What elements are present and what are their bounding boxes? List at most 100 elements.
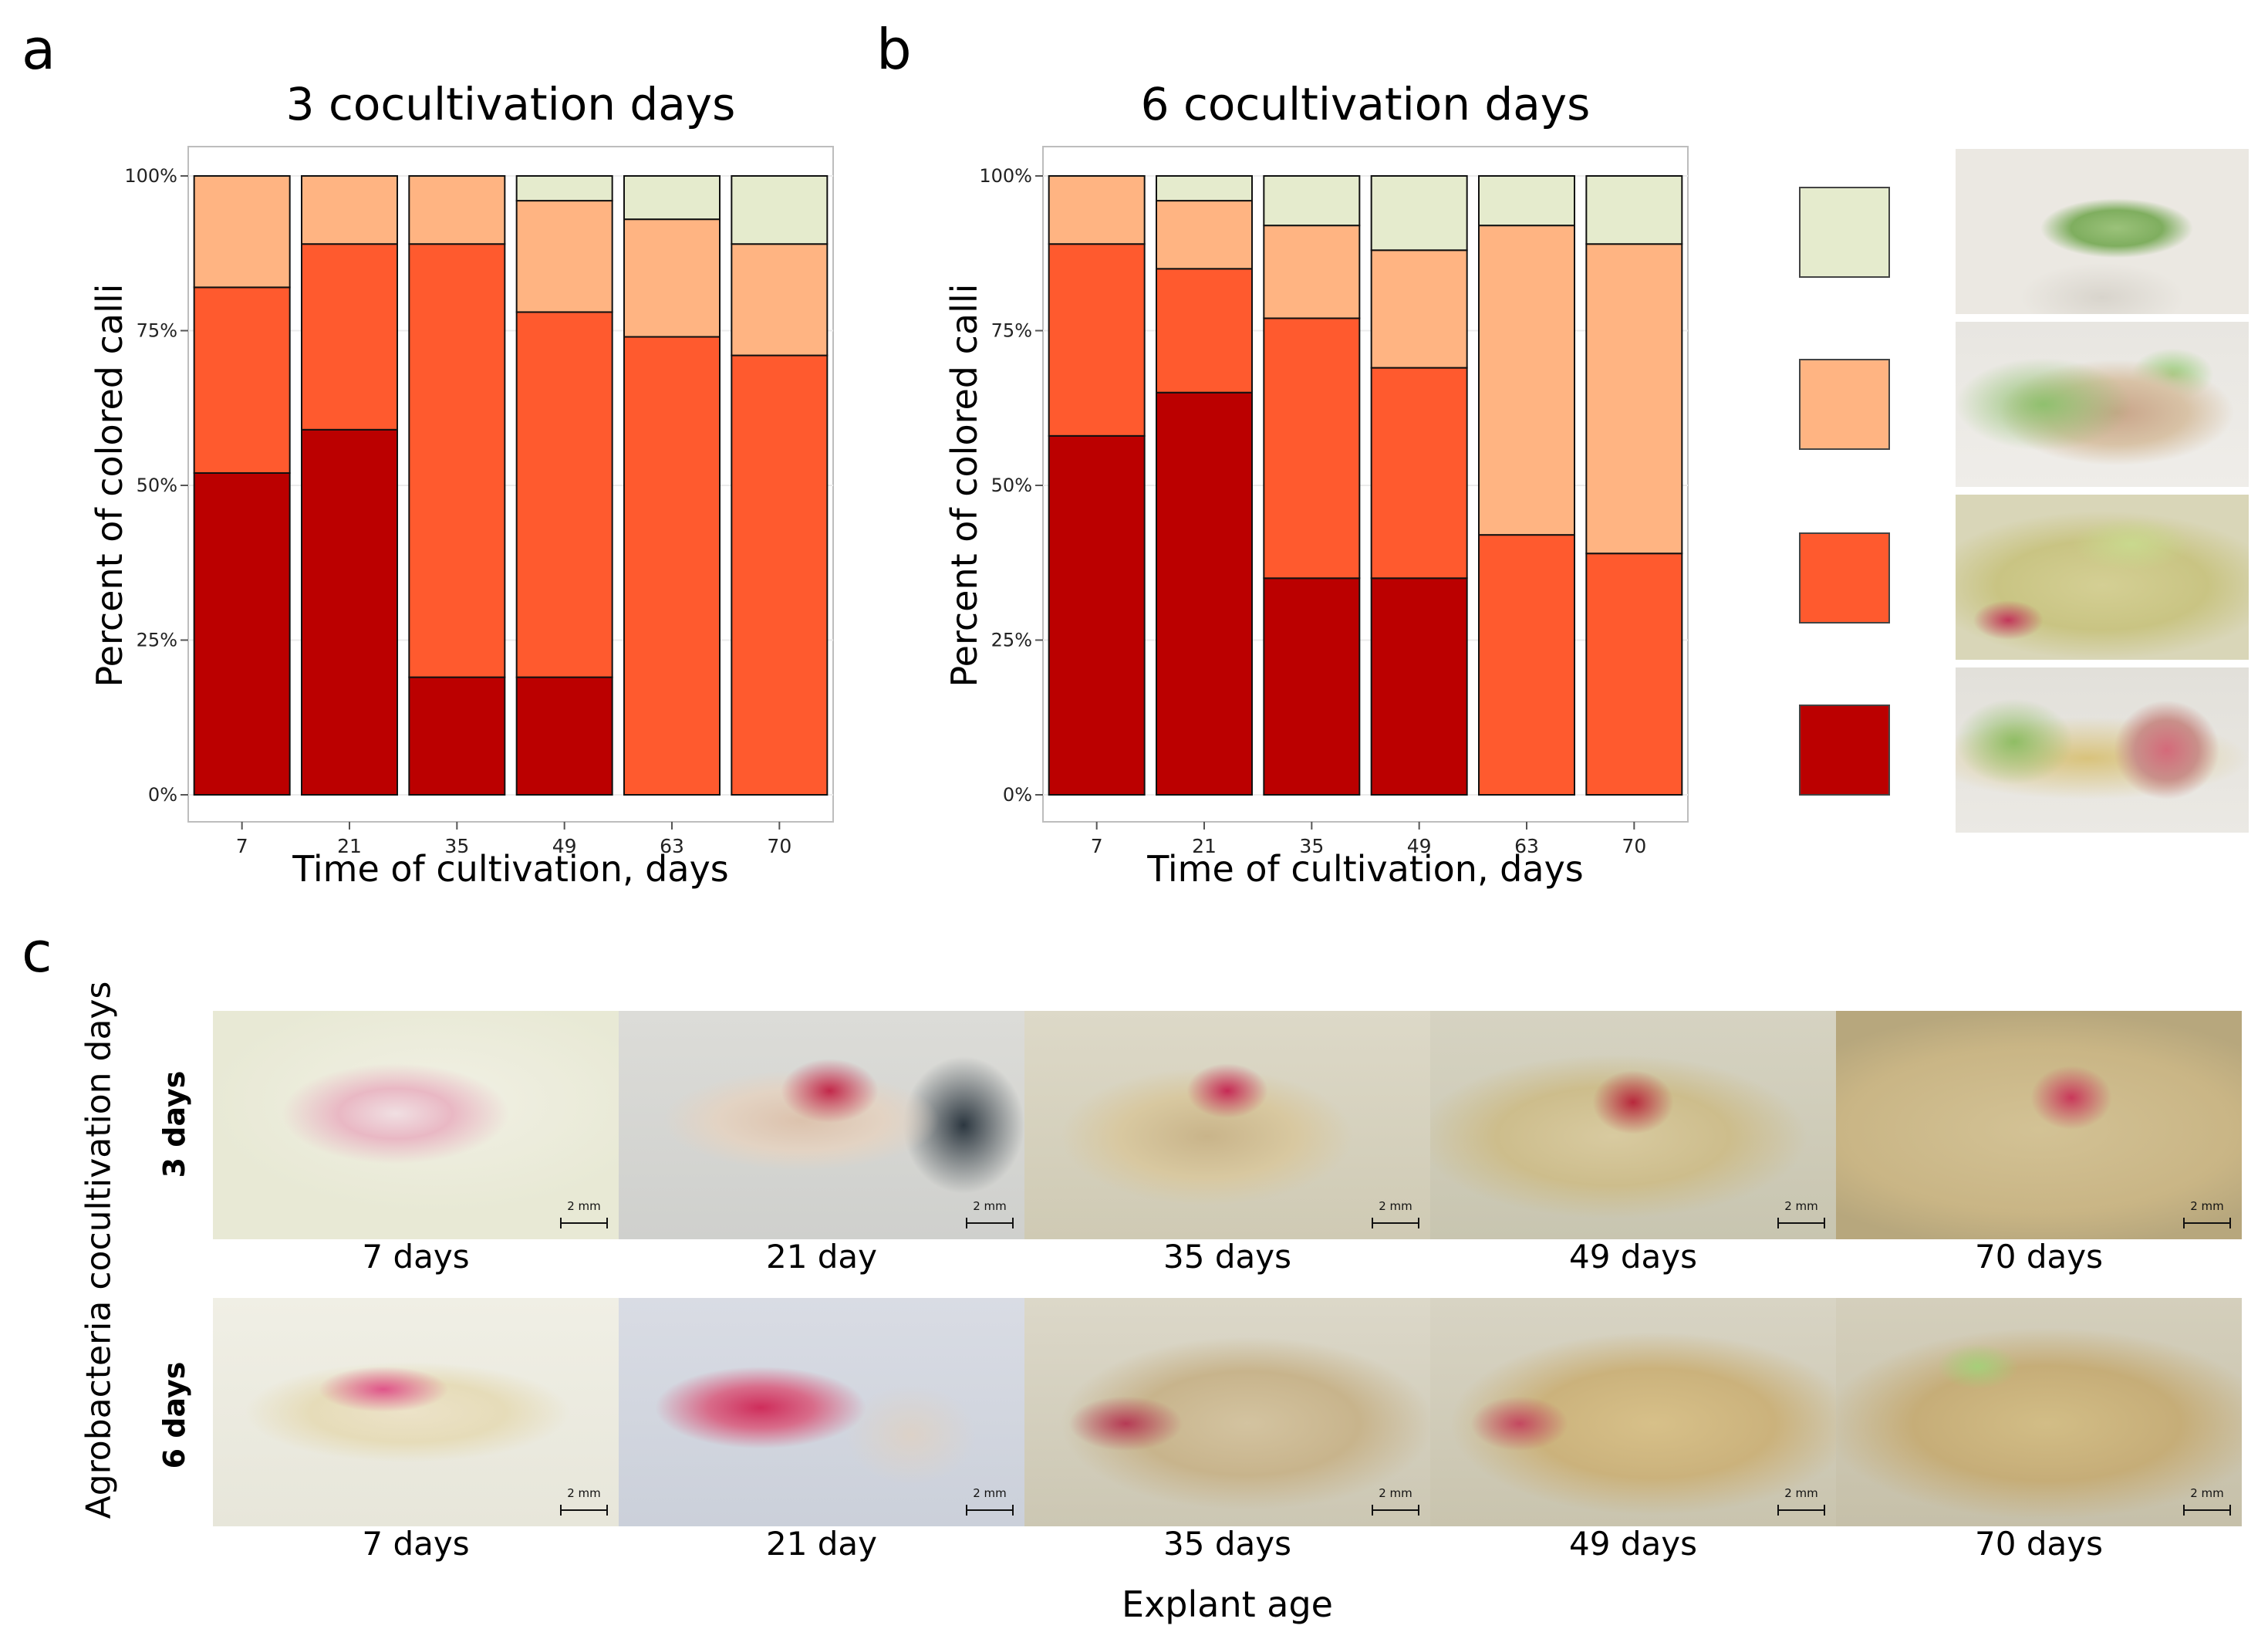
- x-tick-label: 49: [1407, 835, 1432, 857]
- bar-segment-63-light-orange: [623, 218, 721, 338]
- y-tick-label: 25%: [137, 630, 177, 651]
- bar-segment-70-light-orange: [1585, 243, 1683, 555]
- dark-red-callus-photo: [1956, 667, 2249, 833]
- y-axis-label: Percent of colored calli: [943, 284, 985, 688]
- bar-segment-49-light-orange: [515, 200, 613, 313]
- caption-6d-21-day: 21 day: [765, 1525, 878, 1563]
- bar-segment-49-light-orange: [1370, 249, 1468, 369]
- panel-letter-a: a: [22, 17, 56, 82]
- bar-segment-7-orange-red: [1048, 243, 1146, 437]
- scale-bar: 2 mm: [1777, 1199, 1825, 1230]
- bar-segment-7-light-orange: [193, 175, 291, 289]
- scale-bar: 2 mm: [2183, 1199, 2231, 1230]
- light-orange-callus-photo: [1956, 322, 2249, 487]
- chart-title: 6 cocultivation days: [1141, 78, 1591, 130]
- caption-3d-35-days: 35 days: [1163, 1238, 1291, 1276]
- chart-6-cocultivation-days: 0% 25% 50% 75% 100% 7 21 35 49 63 70 6 cocultivatio…: [943, 78, 1689, 890]
- y-axis-label: Percent of colored calli: [89, 284, 130, 688]
- legend-swatch-light-green: [1799, 187, 1890, 278]
- plot-frame: [1042, 146, 1689, 823]
- scale-bar: 2 mm: [2183, 1486, 2231, 1517]
- bar-segment-21-orange-red: [1156, 268, 1253, 394]
- bar-segment-35-dark-red: [1263, 577, 1361, 796]
- bar-segment-49-orange-red: [515, 311, 613, 678]
- x-axis-label: Time of cultivation, days: [1146, 848, 1584, 890]
- y-tick-label: 100%: [979, 165, 1032, 187]
- bar-segment-70-orange-red: [1585, 553, 1683, 796]
- photo-6d-7-days: 2 mm: [213, 1298, 619, 1526]
- bar-segment-35-dark-red: [408, 676, 506, 796]
- legend-swatch-light-orange: [1799, 359, 1890, 450]
- bar-segment-21-orange-red: [301, 243, 398, 431]
- x-tick-label: 35: [1299, 835, 1324, 857]
- scale-bar: 2 mm: [1777, 1486, 1825, 1517]
- x-tick-label: 63: [660, 835, 684, 857]
- caption-6d-49-days: 49 days: [1569, 1525, 1697, 1563]
- y-tick-label: 75%: [991, 320, 1032, 342]
- photo-6d-70-days: 2 mm: [1836, 1298, 2242, 1526]
- bar-segment-7-light-orange: [1048, 175, 1146, 245]
- y-tick-label: 0%: [1003, 784, 1032, 806]
- panel-c-ylabel: Agrobacteria cocultivation days: [79, 981, 119, 1519]
- x-axis-label: Time of cultivation, days: [292, 848, 729, 890]
- bar-segment-49-dark-red: [1370, 577, 1468, 796]
- y-tick-label: 50%: [137, 475, 177, 496]
- caption-6d-70-days: 70 days: [1975, 1525, 2103, 1563]
- caption-6d-7-days: 7 days: [362, 1525, 470, 1563]
- bar-segment-70-light-green: [1585, 175, 1683, 245]
- bar-segment-21-dark-red: [301, 428, 398, 796]
- legend-swatch-dark-red: [1799, 705, 1890, 796]
- bar-segment-35-light-orange: [408, 175, 506, 245]
- y-tick-label: 50%: [991, 475, 1032, 496]
- x-tick-label: 7: [1091, 835, 1103, 857]
- orange-red-callus-photo: [1956, 495, 2249, 660]
- caption-3d-49-days: 49 days: [1569, 1238, 1697, 1276]
- scale-bar: 2 mm: [1372, 1199, 1419, 1230]
- photo-3d-49-days: 2 mm: [1430, 1011, 1836, 1239]
- bar-segment-49-orange-red: [1370, 367, 1468, 580]
- photo-6d-35-days: 2 mm: [1024, 1298, 1430, 1526]
- row-label-6-days: 6 days: [157, 1361, 191, 1469]
- y-tick-label: 100%: [124, 165, 177, 187]
- scale-bar: 2 mm: [966, 1199, 1014, 1230]
- bar-segment-63-orange-red: [623, 336, 721, 796]
- x-tick-label: 70: [767, 835, 791, 857]
- green-callus-photo: [1956, 149, 2249, 314]
- bar-segment-7-dark-red: [193, 471, 291, 796]
- photo-6d-49-days: 2 mm: [1430, 1298, 1836, 1526]
- bar-segment-63-light-green: [623, 175, 721, 221]
- photo-3d-70-days: 2 mm: [1836, 1011, 2242, 1239]
- scale-bar: 2 mm: [560, 1486, 608, 1517]
- y-tick-label: 75%: [137, 320, 177, 342]
- caption-3d-7-days: 7 days: [362, 1238, 470, 1276]
- bar-segment-35-orange-red: [1263, 317, 1361, 580]
- bar-segment-70-light-green: [731, 175, 829, 245]
- bar-segment-49-light-green: [515, 175, 613, 202]
- x-tick-label: 21: [337, 835, 362, 857]
- x-tick-label: 21: [1192, 835, 1217, 857]
- bar-segment-21-dark-red: [1156, 391, 1253, 796]
- plot-frame: [187, 146, 834, 823]
- caption-3d-21-day: 21 day: [765, 1238, 878, 1276]
- x-tick-label: 35: [444, 835, 469, 857]
- bar-segment-21-light-orange: [1156, 200, 1253, 270]
- photo-3d-7-days: 2 mm: [213, 1011, 619, 1239]
- caption-6d-35-days: 35 days: [1163, 1525, 1291, 1563]
- scale-bar: 2 mm: [560, 1199, 608, 1230]
- bar-segment-49-dark-red: [515, 676, 613, 796]
- photo-3d-35-days: 2 mm: [1024, 1011, 1430, 1239]
- bar-segment-70-orange-red: [731, 354, 829, 796]
- bar-segment-35-light-orange: [1263, 225, 1361, 319]
- y-tick-label: 25%: [991, 630, 1032, 651]
- caption-3d-70-days: 70 days: [1975, 1238, 2103, 1276]
- bar-segment-63-orange-red: [1478, 534, 1575, 796]
- bar-segment-63-light-green: [1478, 175, 1575, 227]
- y-tick-label: 0%: [148, 784, 177, 806]
- panel-letter-b: b: [876, 17, 912, 82]
- bar-segment-7-orange-red: [193, 286, 291, 474]
- x-tick-label: 70: [1622, 835, 1646, 857]
- panel-c-xlabel: Explant age: [1122, 1583, 1333, 1625]
- x-tick-label: 63: [1514, 835, 1539, 857]
- scale-bar: 2 mm: [966, 1486, 1014, 1517]
- bar-segment-35-light-green: [1263, 175, 1361, 227]
